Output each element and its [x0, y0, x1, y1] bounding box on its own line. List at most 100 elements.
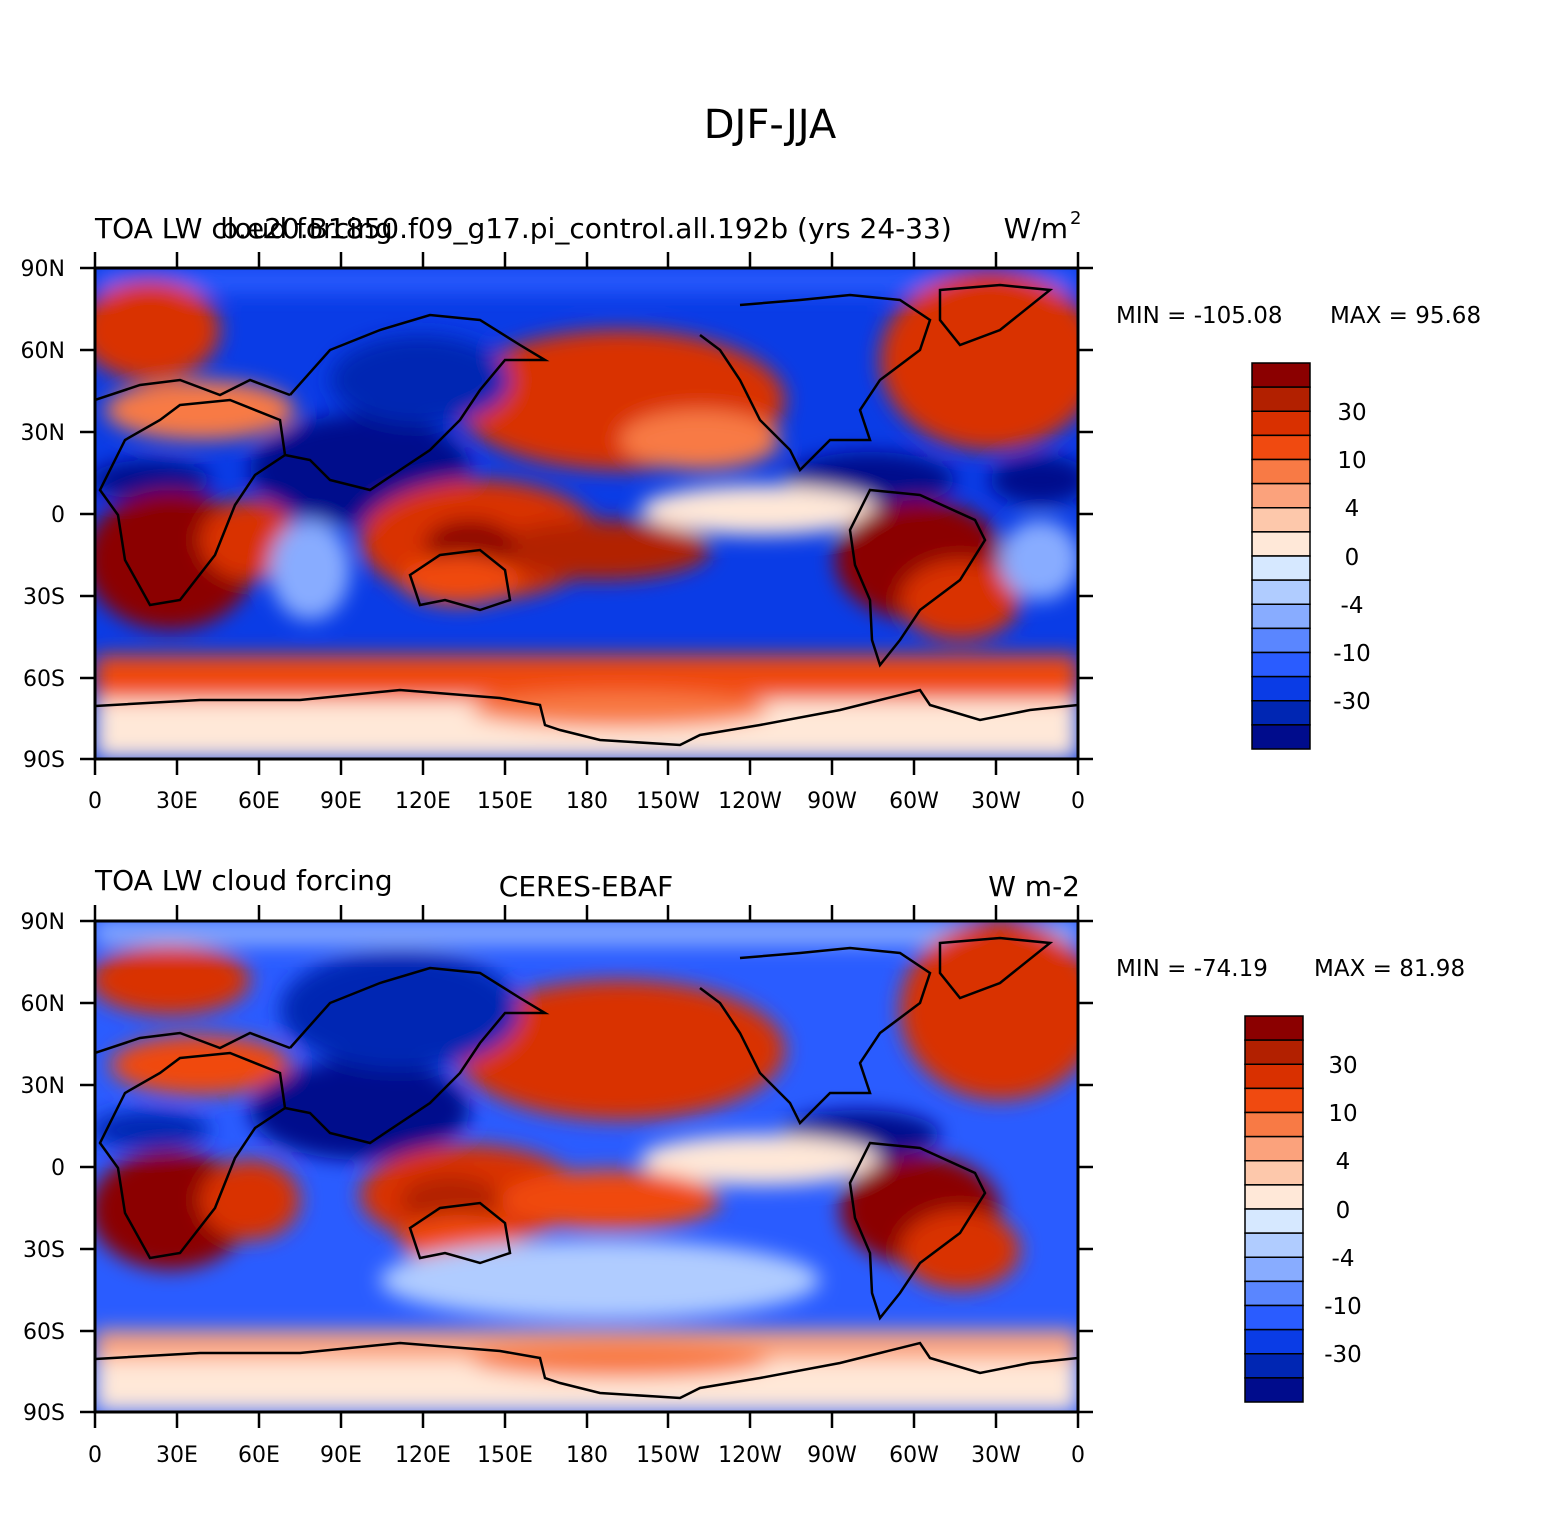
colorbar-swatch	[1251, 434, 1311, 461]
colorbar-swatch	[1251, 579, 1311, 606]
colorbar-swatch	[1251, 458, 1311, 485]
panel-units-superscript: 2	[1070, 208, 1081, 229]
panel-units: W/m	[1004, 212, 1068, 245]
lon-label: 180	[566, 1443, 608, 1468]
lon-label: 30E	[156, 1443, 198, 1468]
colorbar-label: 10	[1337, 448, 1366, 474]
lon-label: 120W	[718, 789, 782, 814]
lon-label: 120W	[718, 1443, 782, 1468]
lat-ticks	[80, 919, 1093, 1414]
lat-labels: 90N 60N 30N 0 30S 60S 90S	[21, 910, 65, 1426]
lon-labels: 0 30E 60E 90E 120E 150E 180 150W 120W 90…	[88, 1443, 1085, 1468]
colorbar-swatch	[1244, 1184, 1304, 1210]
colorbar-label: -10	[1324, 1294, 1362, 1320]
lon-label: 0	[88, 789, 102, 814]
lat-label: 90S	[23, 1401, 65, 1426]
lon-label: 180	[566, 789, 608, 814]
panel-left-title: TOA LW cloud forcing	[94, 864, 393, 897]
colorbar-swatch	[1251, 410, 1311, 437]
lon-label: 60E	[238, 789, 280, 814]
lon-ticks	[93, 252, 1080, 775]
lon-label: 30W	[971, 789, 1021, 814]
contour-map	[95, 268, 1078, 759]
colorbar-label: -30	[1324, 1342, 1362, 1368]
panel-model: TOA LW cloud forcing b.e20.B1850.f09_g17…	[21, 208, 1482, 814]
lon-label: 60W	[889, 1443, 939, 1468]
colorbar-swatch	[1251, 700, 1311, 726]
colorbar-swatch	[1251, 651, 1311, 678]
lon-label: 90W	[807, 1443, 857, 1468]
lat-label: 60N	[21, 992, 65, 1017]
max-label: MAX = 95.68	[1330, 303, 1481, 329]
lat-label: 0	[51, 1156, 65, 1181]
lat-label: 60S	[23, 1320, 65, 1345]
lon-label: 120E	[395, 1443, 451, 1468]
colorbar-swatch	[1244, 1015, 1304, 1041]
panel-units: W m-2	[988, 870, 1080, 903]
lat-label: 90N	[21, 257, 65, 282]
lon-label: 0	[88, 1443, 102, 1468]
colorbar-swatch	[1244, 1353, 1304, 1379]
lat-label: 0	[51, 503, 65, 528]
colorbar-swatch	[1244, 1039, 1304, 1066]
colorbar-swatch	[1251, 531, 1311, 557]
lon-label: 60W	[889, 789, 939, 814]
lon-label: 150W	[636, 1443, 700, 1468]
lon-label: 30E	[156, 789, 198, 814]
colorbar-label: 0	[1336, 1198, 1351, 1224]
lon-label: 150E	[477, 789, 533, 814]
colorbar-label: 30	[1337, 400, 1366, 426]
panel-left-title: TOA LW cloud forcing	[94, 212, 393, 245]
colorbar-swatch	[1251, 724, 1311, 750]
lon-label: 0	[1071, 1443, 1085, 1468]
colorbar	[1244, 1015, 1304, 1403]
lat-label: 30N	[21, 421, 65, 446]
colorbar-swatch	[1244, 1304, 1304, 1331]
colorbar-swatch	[1244, 1087, 1304, 1114]
lon-label: 120E	[395, 789, 451, 814]
colorbar-swatch	[1244, 1377, 1304, 1403]
colorbar-label: -10	[1333, 641, 1371, 667]
colorbar-swatch	[1251, 675, 1311, 702]
colorbar-swatch	[1244, 1280, 1304, 1307]
colorbar-label: -4	[1341, 593, 1364, 619]
panel-center-title: b.e20.B1850.f09_g17.pi_control.all.192b …	[220, 212, 952, 245]
colorbar-swatch	[1251, 555, 1311, 581]
lat-labels: 90N 60N 30N 0 30S 60S 90S	[21, 257, 65, 773]
lon-label: 90E	[320, 1443, 362, 1468]
min-label: MIN = -105.08	[1116, 303, 1283, 329]
colorbar-swatch	[1244, 1328, 1304, 1355]
colorbar	[1251, 362, 1311, 750]
colorbar-swatch	[1244, 1208, 1304, 1234]
lon-label: 30W	[971, 1443, 1021, 1468]
colorbar-label: 4	[1336, 1149, 1351, 1175]
lon-label: 90W	[807, 789, 857, 814]
colorbar-swatch	[1251, 603, 1311, 630]
colorbar-swatch	[1251, 482, 1311, 509]
colorbar-swatch	[1244, 1160, 1304, 1186]
panel-center-title: CERES-EBAF	[499, 870, 673, 903]
max-label: MAX = 81.98	[1314, 956, 1465, 982]
lon-label: 90E	[320, 789, 362, 814]
min-label: MIN = -74.19	[1116, 956, 1268, 982]
lon-label: 150W	[636, 789, 700, 814]
lat-label: 30S	[23, 1238, 65, 1263]
lon-labels: 0 30E 60E 90E 120E 150E 180 150W 120W 90…	[88, 789, 1085, 814]
lat-ticks	[80, 266, 1093, 761]
colorbar-swatch	[1244, 1256, 1304, 1283]
lat-label: 60N	[21, 339, 65, 364]
figure-title: DJF-JJA	[704, 102, 837, 148]
colorbar-swatch	[1244, 1063, 1304, 1090]
lat-label: 60S	[23, 667, 65, 692]
lon-label: 0	[1071, 789, 1085, 814]
lon-label: 60E	[238, 1443, 280, 1468]
colorbar-labels: 30 10 4 0 -4 -10 -30	[1333, 400, 1371, 715]
colorbar-swatch	[1251, 362, 1311, 388]
lat-label: 90S	[23, 748, 65, 773]
lat-label: 30S	[23, 585, 65, 610]
contour-map	[95, 921, 1078, 1412]
colorbar-swatch	[1244, 1111, 1304, 1138]
colorbar-swatch	[1244, 1232, 1304, 1259]
colorbar-label: 0	[1345, 545, 1360, 571]
